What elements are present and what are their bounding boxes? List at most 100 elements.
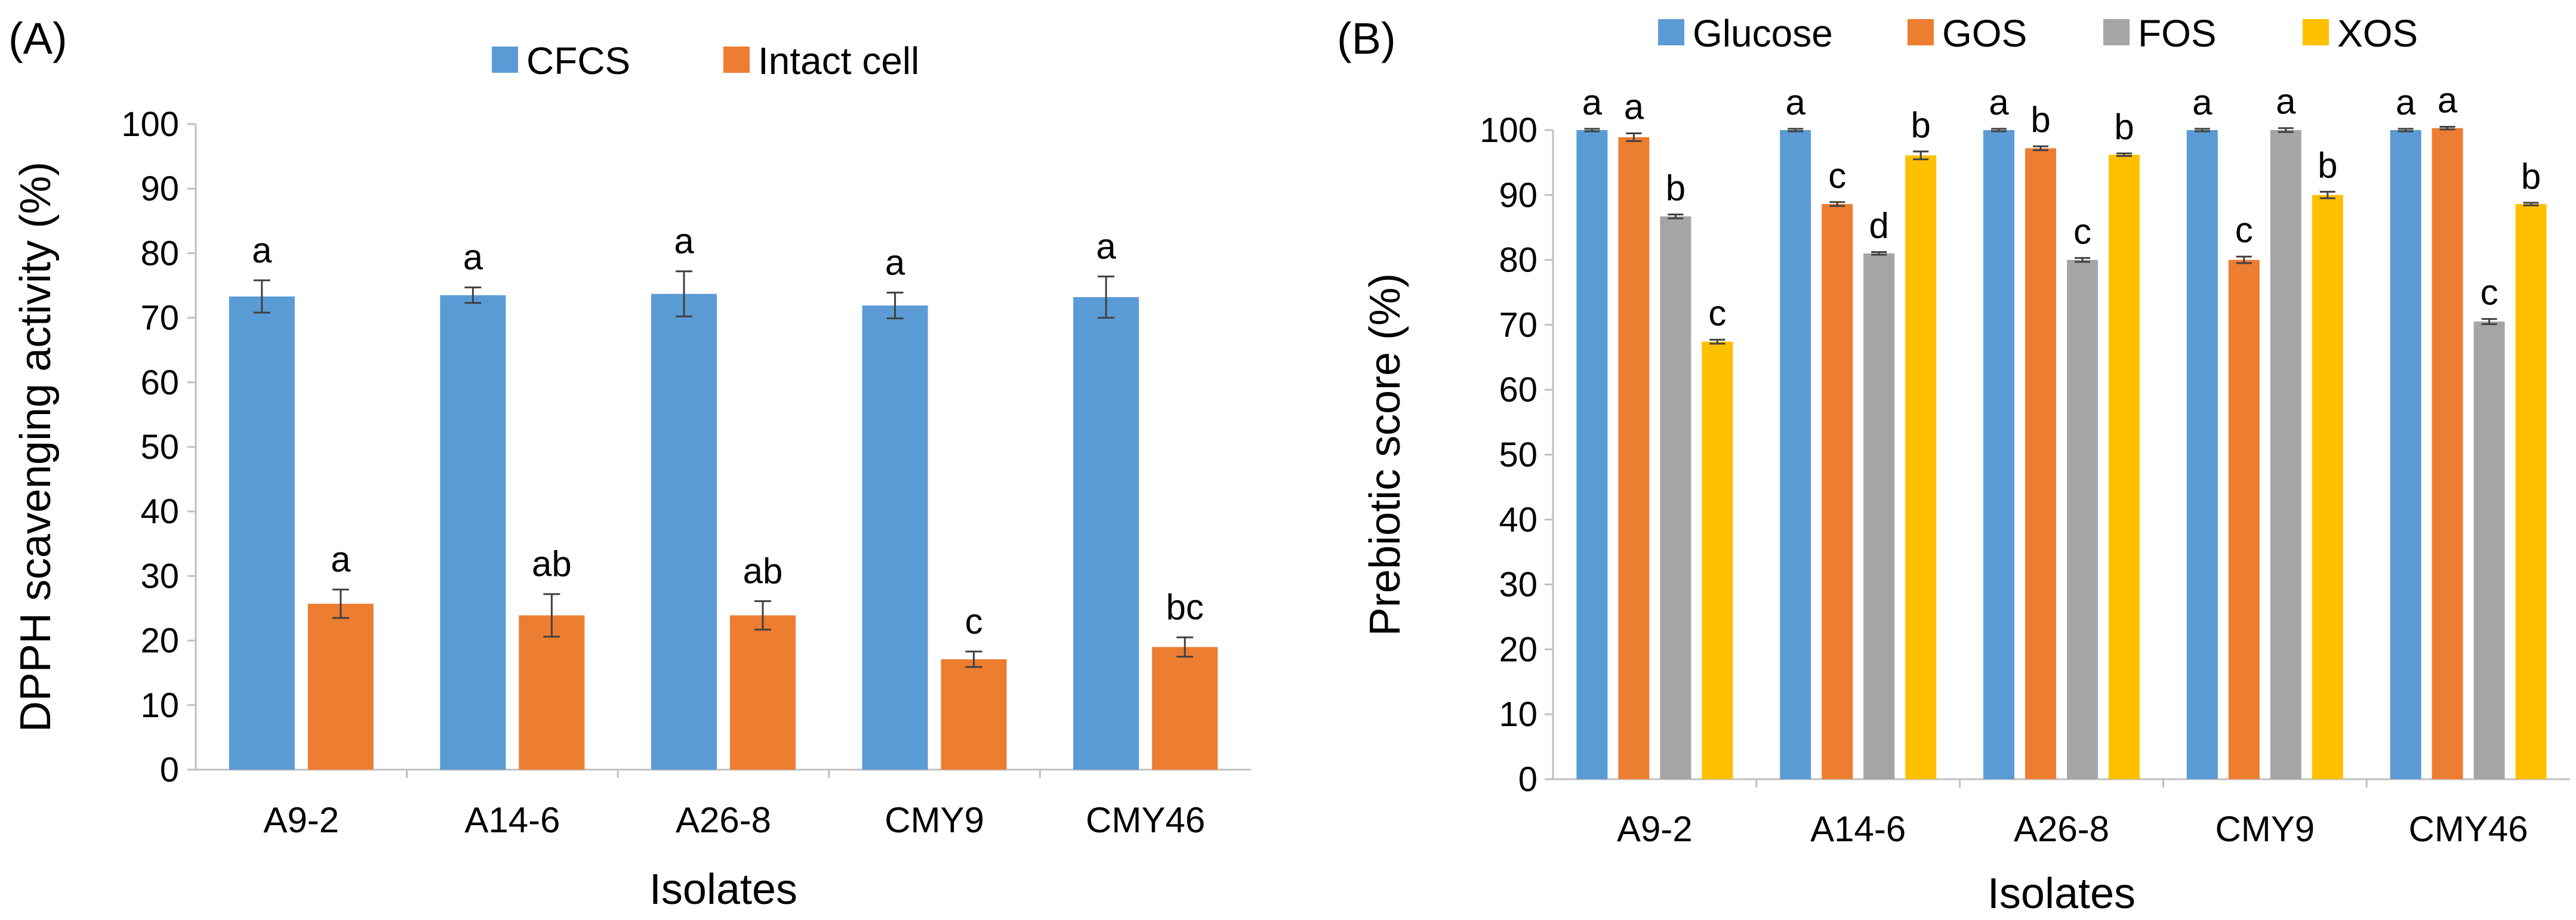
panel-b-bar (2390, 130, 2421, 779)
panel-a-y-tick-label: 20 (140, 622, 179, 660)
panel-b-legend-swatch (1908, 19, 1934, 45)
panel-b-significance-label: b (1911, 105, 1931, 145)
panel-a-significance-label: bc (1166, 587, 1204, 627)
panel-a-category-label: A14-6 (464, 800, 560, 840)
panel-b-category-label: A9-2 (1617, 809, 1693, 849)
panel-a-chart: (A) 0 10 20 30 40 50 60 70 80 90 100 A9-2 a a A14-6 a ab A… (8, 14, 1251, 913)
panel-a-bar (1073, 297, 1139, 770)
panel-a-bar (229, 296, 295, 770)
panel-b-y-tick-label: 60 (1499, 371, 1537, 409)
panel-b-category-label: A14-6 (1810, 809, 1906, 849)
panel-b-significance-label: c (2073, 211, 2091, 251)
panel-b-category-label: CMY46 (2409, 809, 2528, 849)
panel-a-category-label: A9-2 (263, 800, 339, 840)
panel-a-bar (440, 295, 506, 770)
panel-b-legend-label: XOS (2337, 12, 2418, 55)
panel-b-significance-label: a (1624, 87, 1644, 126)
panel-b-bar (2515, 204, 2547, 780)
panel-b-significance-label: b (2521, 156, 2541, 196)
panel-b-significance-label: a (1786, 82, 1806, 122)
panel-b-significance-label: a (1989, 82, 2009, 122)
panel-a-significance-label: a (1096, 226, 1117, 266)
panel-a-y-tick-label: 10 (140, 686, 179, 725)
panel-b-significance-label: b (2030, 100, 2050, 140)
panel-a-significance-label: a (674, 221, 694, 261)
panel-b-significance-label: a (2438, 81, 2458, 121)
panel-a-category-label: CMY9 (885, 800, 984, 840)
panel-a-y-tick-label: 100 (121, 105, 179, 144)
panel-b-significance-label: d (1869, 206, 1889, 246)
panel-b-bar (2186, 130, 2218, 779)
panel-a-legend-swatch (492, 47, 518, 73)
panel-b-bar (2109, 155, 2140, 779)
panel-b-y-tick-label: 80 (1499, 241, 1537, 280)
panel-b-bar (1780, 130, 1811, 779)
panel-b-significance-label: a (2276, 82, 2296, 122)
panel-a-bar (941, 659, 1007, 770)
panel-b-significance-label: c (1708, 293, 1726, 333)
panel-a-bar (651, 294, 717, 770)
panel-b-y-tick-label: 0 (1518, 760, 1537, 799)
panel-b-y-tick-label: 100 (1480, 111, 1537, 150)
panel-a-y-tick-label: 0 (160, 751, 179, 789)
panel-a-significance-label: a (463, 237, 483, 277)
panel-b-y-tick-label: 10 (1499, 695, 1537, 734)
panel-b-bar (2432, 128, 2463, 780)
panel-b-category-label: CMY9 (2215, 809, 2315, 849)
panel-b-bar (1983, 130, 2014, 779)
panel-b-bar (1618, 137, 1650, 779)
panel-b-y-tick-label: 70 (1499, 305, 1537, 344)
panel-a-bar (730, 615, 796, 770)
panel-b-significance-label: b (2318, 145, 2337, 185)
panel-b-significance-label: c (2481, 273, 2498, 313)
panel-a-x-axis-title: Isolates (649, 866, 797, 913)
panel-a-bar (1152, 647, 1218, 770)
panel-a-y-tick-label: 80 (140, 234, 179, 273)
panel-b-y-tick-label: 40 (1499, 501, 1537, 539)
panel-b-y-tick-label: 90 (1499, 176, 1537, 215)
panel-b-bar (2067, 260, 2098, 780)
panel-b-legend-label: FOS (2138, 12, 2217, 55)
panel-a-y-tick-label: 60 (140, 363, 179, 402)
panel-a-bar (519, 615, 585, 770)
panel-a-significance-label: ab (743, 551, 783, 591)
panel-b-significance-label: c (2235, 210, 2253, 250)
panel-b-legend-label: GOS (1942, 12, 2027, 55)
panel-b-y-tick-label: 50 (1499, 436, 1537, 474)
panel-a-legend-swatch (723, 47, 750, 73)
panel-a-significance-label: a (252, 230, 272, 270)
panel-b-bar (1863, 253, 1895, 780)
panel-b-x-axis-title: Isolates (1988, 870, 2136, 918)
panel-b-significance-label: b (1666, 168, 1686, 208)
panel-a-y-tick-label: 30 (140, 557, 179, 595)
panel-a-y-tick-label: 40 (140, 492, 179, 531)
panel-a-significance-label: ab (532, 544, 572, 584)
panel-b-y-tick-label: 30 (1499, 566, 1537, 604)
panel-b-y-axis-title: Prebiotic score (%) (1361, 273, 1409, 636)
panel-b-y-tick-label: 20 (1499, 630, 1537, 669)
panel-a-category-label: A26-8 (676, 800, 771, 840)
panel-b-bar (2312, 195, 2343, 779)
panel-b-legend-swatch (2103, 19, 2130, 45)
panel-b-bar (2228, 260, 2260, 780)
panel-a-bar (862, 305, 928, 770)
panel-a-y-tick-label: 90 (140, 169, 179, 208)
panel-a-bar (307, 603, 374, 770)
panel-a-y-tick-label: 50 (140, 428, 179, 467)
panel-b-significance-label: b (2114, 107, 2134, 147)
panel-a-significance-label: c (965, 601, 983, 641)
panel-b-category-label: A26-8 (2014, 809, 2109, 849)
panel-a-legend-label: Intact cell (758, 39, 919, 82)
panel-a-y-tick-label: 70 (140, 299, 179, 338)
panel-b-label: (B) (1337, 14, 1396, 63)
panel-b-bar (1660, 216, 1691, 780)
panel-a-y-axis-title: DPPH scavenging activity (%) (12, 162, 60, 732)
panel-b-significance-label: a (2396, 82, 2416, 122)
panel-b-bar (2025, 148, 2056, 780)
panel-b-significance-label: a (1582, 82, 1603, 122)
panel-a-significance-label: a (885, 242, 905, 282)
panel-b-bar (1822, 204, 1853, 780)
panel-b-significance-label: a (2192, 82, 2213, 122)
